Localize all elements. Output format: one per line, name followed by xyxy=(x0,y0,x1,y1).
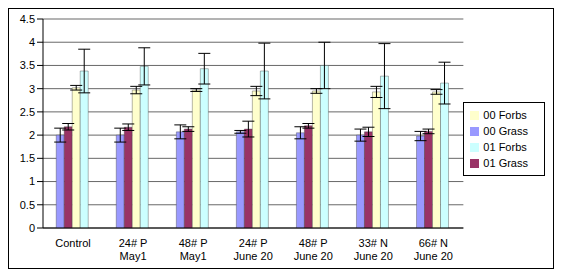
svg-text:2: 2 xyxy=(29,129,35,141)
svg-text:1.5: 1.5 xyxy=(20,152,35,164)
svg-text:0: 0 xyxy=(29,222,35,234)
svg-text:3.5: 3.5 xyxy=(20,59,35,71)
svg-text:24# PJune 20: 24# PJune 20 xyxy=(234,237,273,262)
svg-text:0.5: 0.5 xyxy=(20,199,35,211)
svg-text:48# PJune 20: 48# PJune 20 xyxy=(294,237,333,262)
html-text:01 Forbs: 01 Forbs xyxy=(483,140,527,153)
svg-text:4: 4 xyxy=(29,36,35,48)
svg-text:66# NJune 20: 66# NJune 20 xyxy=(414,237,453,262)
svg-text:4.5: 4.5 xyxy=(20,13,35,25)
svg-text:2.5: 2.5 xyxy=(20,106,35,118)
svg-text:3: 3 xyxy=(29,83,35,95)
html-text:01 Grass: 01 Grass xyxy=(483,156,528,169)
svg-text:48# PMay1: 48# PMay1 xyxy=(179,237,208,262)
html-text:00 Forbs: 00 Forbs xyxy=(483,108,527,121)
svg-text:Control: Control xyxy=(55,237,90,249)
html-text:00 Grass: 00 Grass xyxy=(483,124,528,137)
svg-text:33# NJune 20: 33# NJune 20 xyxy=(354,237,393,262)
svg-text:1: 1 xyxy=(29,175,35,187)
svg-text:24# PMay1: 24# PMay1 xyxy=(119,237,148,262)
